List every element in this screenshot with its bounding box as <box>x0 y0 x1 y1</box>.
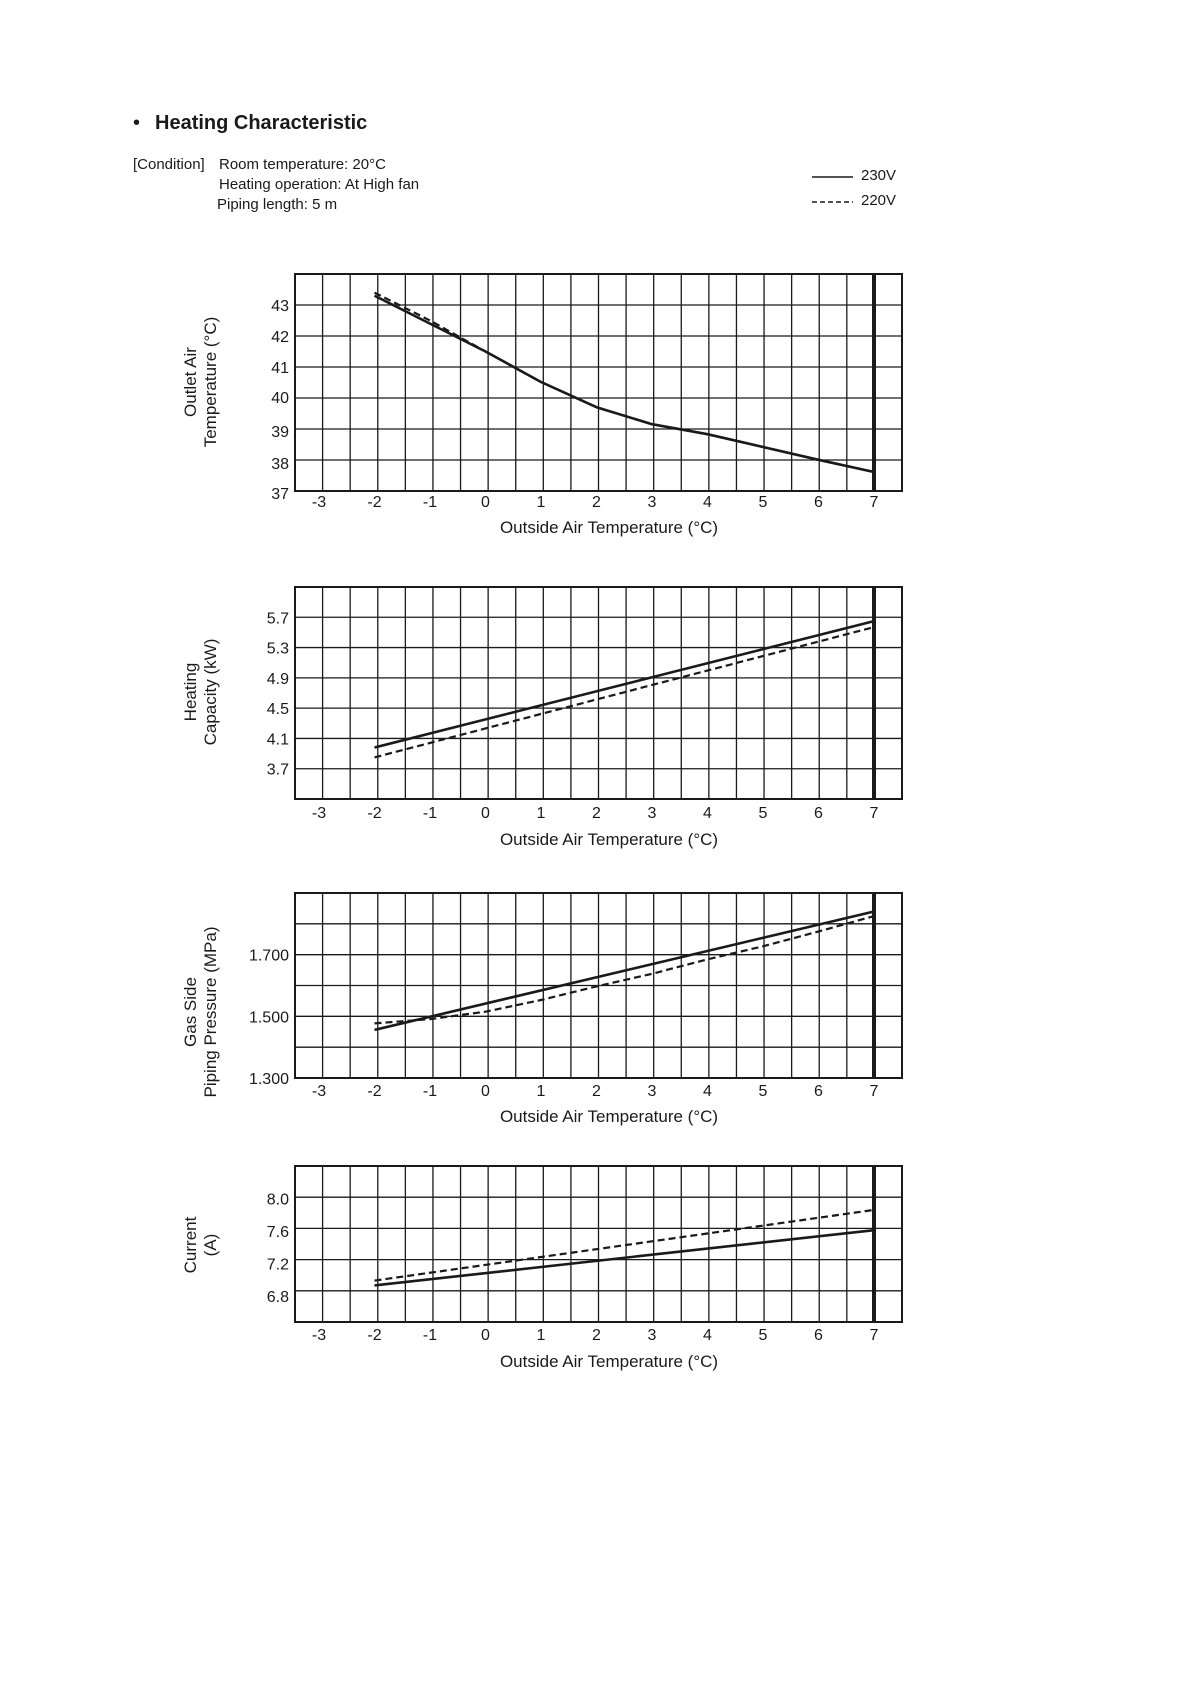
chart-2-x-tick: 2 <box>592 805 601 822</box>
chart-3-x-tick: 0 <box>481 1083 490 1100</box>
chart-2-y-tick: 3.7 <box>267 762 289 779</box>
chart-4-x-tick: -1 <box>423 1327 437 1344</box>
chart-1-y-tick: 40 <box>271 390 289 407</box>
chart-2-x-tick: 3 <box>648 805 657 822</box>
chart-4-y-axis-label: (A) <box>201 1234 220 1257</box>
chart-2-y-axis-label: Capacity (kW) <box>201 639 220 746</box>
chart-2-x-tick: 5 <box>759 805 768 822</box>
chart-1-y-tick: 39 <box>271 424 289 441</box>
chart-2-x-tick: 0 <box>481 805 490 822</box>
chart-2-y-axis-label: Heating <box>181 663 200 722</box>
condition-piping-length: Piping length: 5 m <box>217 196 338 213</box>
chart-3-x-axis-label: Outside Air Temperature (°C) <box>500 1107 718 1126</box>
chart-4-series-220v <box>374 1208 875 1282</box>
chart-1-y-tick: 43 <box>271 298 289 315</box>
chart-1-series-230v <box>373 294 875 474</box>
chart-1-x-tick: 6 <box>814 494 823 511</box>
chart-3-x-tick: 2 <box>592 1083 601 1100</box>
chart-3-x-tick: 7 <box>870 1083 879 1100</box>
chart-1-y-axis-label: Temperature (°C) <box>201 317 220 448</box>
chart-3-x-tick: -2 <box>367 1083 381 1100</box>
chart-4-x-tick: 6 <box>814 1327 823 1344</box>
chart-2-y-tick: 5.3 <box>267 641 289 658</box>
chart-4-x-tick: 3 <box>648 1327 657 1344</box>
chart-3-series-220v <box>374 915 875 1025</box>
chart-2-x-tick: 6 <box>814 805 823 822</box>
chart-1-x-axis-label: Outside Air Temperature (°C) <box>500 518 718 537</box>
chart-1-y-tick: 41 <box>271 360 289 377</box>
chart-2-series-220v <box>374 626 875 759</box>
chart-1-series-220v <box>374 291 875 474</box>
chart-1-x-tick: 7 <box>870 494 879 511</box>
chart-2-x-tick: -2 <box>367 805 381 822</box>
chart-4-y-tick: 7.2 <box>267 1257 289 1274</box>
chart-4-y-axis-label: Current <box>181 1216 200 1273</box>
chart-1-x-tick: 2 <box>592 494 601 511</box>
chart-3-x-tick: 3 <box>648 1083 657 1100</box>
legend-label-230v: 230V <box>861 167 897 184</box>
chart-1-y-axis-label: Outlet Air <box>181 347 200 417</box>
chart-1-x-tick: 3 <box>648 494 657 511</box>
chart-3-y-axis-label: Gas Side <box>181 977 200 1047</box>
chart-1-y-tick: 38 <box>271 456 289 473</box>
chart-4-x-tick: 1 <box>537 1327 546 1344</box>
chart-2-y-tick: 4.5 <box>267 701 289 718</box>
chart-3-y-tick: 1.300 <box>249 1071 289 1088</box>
chart-2-x-axis-label: Outside Air Temperature (°C) <box>500 830 718 849</box>
condition-room-temperature: Room temperature: 20°C <box>219 156 386 173</box>
chart-3-x-tick: -3 <box>312 1083 326 1100</box>
chart-4-y-tick: 7.6 <box>267 1224 289 1241</box>
chart-3-x-tick: 5 <box>759 1083 768 1100</box>
chart-3-x-tick: -1 <box>423 1083 437 1100</box>
chart-4-x-tick: 0 <box>481 1327 490 1344</box>
condition-heating-operation: Heating operation: At High fan <box>219 176 420 193</box>
chart-2-y-tick: 4.9 <box>267 671 289 688</box>
legend <box>812 176 853 203</box>
chart-4-x-tick: 5 <box>759 1327 768 1344</box>
chart-4-x-tick: -2 <box>367 1327 381 1344</box>
chart-1-x-tick: -2 <box>367 494 381 511</box>
chart-1-x-tick: 5 <box>759 494 768 511</box>
chart-4-x-tick: 2 <box>592 1327 601 1344</box>
condition-tag: [Condition] <box>133 156 205 173</box>
chart-2-x-tick: -1 <box>423 805 437 822</box>
chart-4-y-tick: 6.8 <box>267 1289 289 1306</box>
chart-4-x-tick: -3 <box>312 1327 326 1344</box>
section-title: Heating Characteristic <box>155 112 368 134</box>
chart-1-x-tick: -1 <box>423 494 437 511</box>
chart-3-x-tick: 1 <box>537 1083 546 1100</box>
chart-3-y-axis-label: Piping Pressure (MPa) <box>201 926 220 1097</box>
chart-2-x-tick: 7 <box>870 805 879 822</box>
chart-4-y-tick: 8.0 <box>267 1192 289 1209</box>
chart-4-x-tick: 4 <box>703 1327 712 1344</box>
chart-1-x-tick: -3 <box>312 494 326 511</box>
chart-4-x-tick: 7 <box>870 1327 879 1344</box>
chart-2-x-tick: 4 <box>703 805 712 822</box>
title-bullet: • <box>133 112 141 134</box>
chart-2-y-tick: 5.7 <box>267 610 289 627</box>
chart-4-series-230v <box>374 1228 875 1287</box>
chart-1-x-tick: 1 <box>537 494 546 511</box>
chart-3-y-tick: 1.500 <box>249 1009 289 1026</box>
chart-2-series-230v <box>374 619 875 749</box>
chart-2-x-tick: -3 <box>312 805 326 822</box>
chart-2-x-tick: 1 <box>537 805 546 822</box>
chart-1-x-tick: 0 <box>481 494 490 511</box>
chart-2-y-tick: 4.1 <box>267 731 289 748</box>
chart-4-x-axis-label: Outside Air Temperature (°C) <box>500 1352 718 1371</box>
legend-label-220v: 220V <box>861 192 897 209</box>
chart-1-x-tick: 4 <box>703 494 712 511</box>
chart-3-y-tick: 1.700 <box>249 948 289 965</box>
chart-1-y-tick: 37 <box>271 486 289 503</box>
chart-1-y-tick: 42 <box>271 329 289 346</box>
chart-3-x-tick: 6 <box>814 1083 823 1100</box>
chart-3-series-230v <box>374 910 875 1032</box>
chart-3-x-tick: 4 <box>703 1083 712 1100</box>
